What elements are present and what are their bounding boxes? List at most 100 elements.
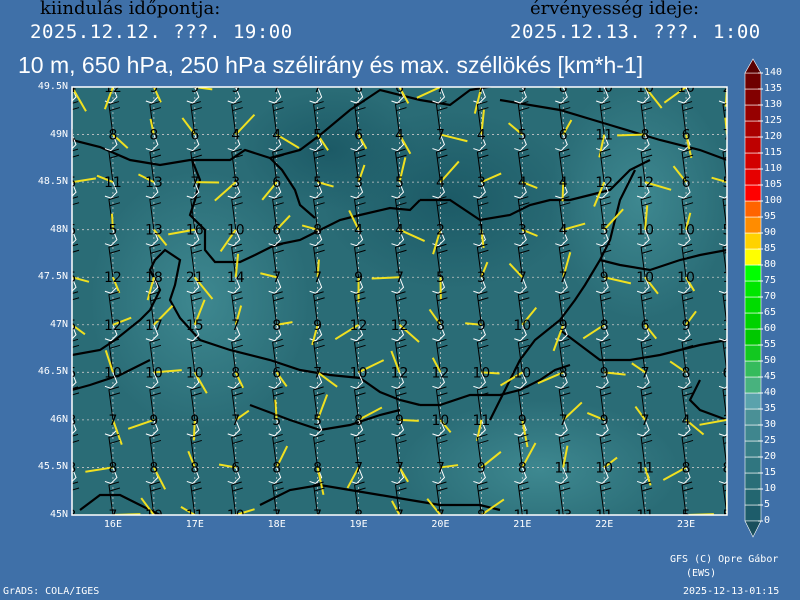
barb-650hpa xyxy=(190,196,201,230)
gust-value: 7 xyxy=(436,80,445,96)
gust-value: 4 xyxy=(68,80,77,96)
barb-650hpa xyxy=(272,148,283,183)
colorbar-tick-label: 110 xyxy=(764,163,783,174)
barb-10m xyxy=(473,181,486,199)
gust-value: 7 xyxy=(313,365,322,381)
barb-250hpa xyxy=(181,117,196,136)
barb-650hpa-flag xyxy=(682,487,694,492)
colorbar-tick-label: 55 xyxy=(764,339,777,350)
gust-value: 5 xyxy=(313,128,322,144)
barb-650hpa xyxy=(476,433,488,468)
longitude-label: 22E xyxy=(595,519,614,530)
gust-value: 7 xyxy=(436,460,445,476)
barb-10m xyxy=(645,514,646,515)
barb-650hpa-flag xyxy=(355,297,366,302)
gust-value: 10 xyxy=(595,460,613,476)
barb-650hpa xyxy=(394,386,406,420)
border-line xyxy=(249,403,401,432)
barb-10m xyxy=(432,181,446,199)
barb-10m xyxy=(227,324,241,342)
barb-650hpa xyxy=(272,243,283,278)
gust-value: 4 xyxy=(395,223,404,239)
barb-650hpa-flag xyxy=(191,344,202,349)
barb-650hpa xyxy=(722,293,727,325)
barb-650hpa-flag xyxy=(191,154,202,159)
barb-10m xyxy=(391,372,405,389)
barb-10m xyxy=(555,181,568,199)
barb-650hpa xyxy=(435,338,447,373)
barb-650hpa-flag xyxy=(437,107,448,112)
border-line xyxy=(274,199,421,247)
barb-650hpa-flag xyxy=(150,392,162,397)
barb-650hpa xyxy=(394,148,406,183)
gust-value: 8 xyxy=(354,508,363,524)
barb-250hpa xyxy=(276,133,300,149)
barb-650hpa xyxy=(394,481,406,515)
map-title: 10 m, 650 hPa, 250 hPa szélirány és max.… xyxy=(18,52,644,78)
gust-value: 8 xyxy=(354,413,363,429)
barb-650hpa-flag xyxy=(601,249,612,254)
barb-10m xyxy=(636,229,650,247)
gust-value: 5 xyxy=(272,413,281,429)
barb-650hpa-flag xyxy=(560,392,571,397)
colorbar-tick-label: 95 xyxy=(764,211,777,222)
barb-650hpa-flag xyxy=(232,344,243,349)
barb-650hpa xyxy=(313,481,324,515)
gust-value: 5 xyxy=(518,128,527,144)
barb-650hpa-flag xyxy=(109,487,121,492)
barb-650hpa-flag xyxy=(560,154,571,159)
longitude-label: 21E xyxy=(513,519,532,530)
gust-value: 8 xyxy=(313,460,322,476)
barb-650hpa xyxy=(72,196,79,230)
gust-value: 13 xyxy=(145,223,163,239)
barb-650hpa xyxy=(313,196,324,230)
barb-250hpa xyxy=(152,87,162,103)
barb-10m xyxy=(677,87,691,104)
barb-650hpa-flag xyxy=(273,392,284,397)
barb-250hpa xyxy=(426,498,442,515)
barb-10m xyxy=(227,87,241,104)
barb-250hpa xyxy=(480,109,485,135)
colorbar-tick-label: 75 xyxy=(764,275,777,286)
barb-650hpa xyxy=(108,148,120,183)
barb-10m xyxy=(350,324,364,342)
barb-10m xyxy=(145,419,159,437)
barb-650hpa xyxy=(558,243,570,278)
barb-650hpa xyxy=(153,87,154,88)
barb-10m xyxy=(514,181,527,199)
barb-650hpa xyxy=(190,148,201,183)
barb-250hpa xyxy=(137,173,155,184)
barb-650hpa xyxy=(517,243,529,278)
gust-value: 12 xyxy=(350,318,368,334)
barb-650hpa-flag xyxy=(478,154,489,159)
barb-10m xyxy=(309,372,323,389)
barb-650hpa-flag xyxy=(396,154,407,159)
barb-650hpa-flag xyxy=(723,109,727,112)
barb-650hpa-flag xyxy=(72,392,80,396)
barb-650hpa xyxy=(149,291,161,325)
gust-value: 5 xyxy=(108,223,117,239)
barb-10m xyxy=(596,467,609,485)
barb-650hpa-flag xyxy=(273,487,284,492)
barb-650hpa xyxy=(599,291,611,325)
border-line xyxy=(72,248,421,407)
colorbar-tick-label: 135 xyxy=(764,83,783,94)
barb-650hpa xyxy=(558,386,570,420)
barb-650hpa-flag xyxy=(191,107,202,112)
colorbar-tick-label: 50 xyxy=(764,355,777,366)
barb-250hpa xyxy=(274,399,278,420)
barb-250hpa xyxy=(562,119,573,136)
barb-250hpa xyxy=(72,514,74,515)
gust-value: 7 xyxy=(313,508,322,524)
barb-10m xyxy=(432,324,446,342)
barb-250hpa xyxy=(644,87,663,109)
colorbar-bin xyxy=(744,136,762,154)
barb-650hpa xyxy=(476,196,488,230)
barb-650hpa xyxy=(190,481,201,515)
barb-650hpa xyxy=(439,87,441,88)
barb-650hpa-flag xyxy=(396,107,407,112)
barb-650hpa-flag xyxy=(478,249,489,254)
barb-250hpa xyxy=(699,418,727,426)
gust-value: 7 xyxy=(313,270,322,286)
barb-650hpa xyxy=(108,243,120,278)
